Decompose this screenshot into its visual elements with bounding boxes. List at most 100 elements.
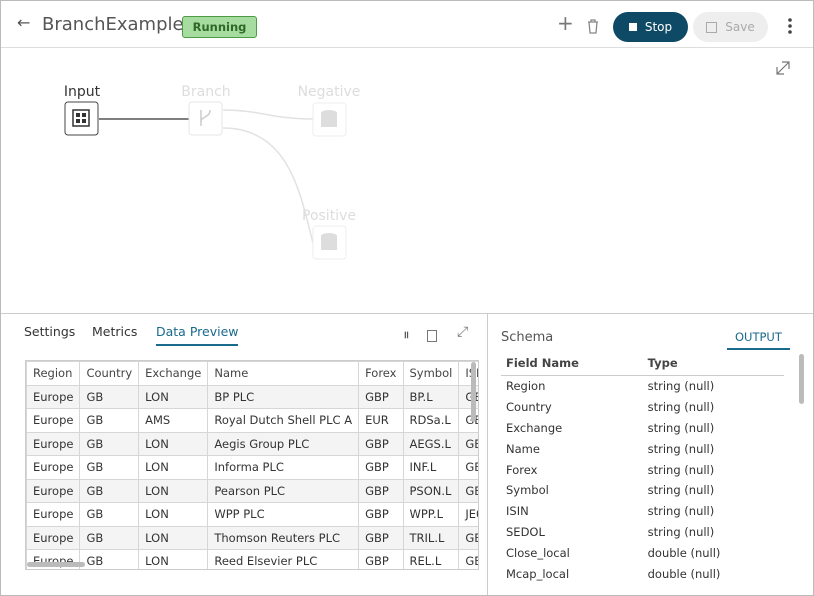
node-label: Branch (181, 84, 230, 100)
cell: LON (138, 502, 209, 527)
cell: REL.L (402, 549, 460, 569)
header-row: RegionCountryExchangeNameForexSymbolISIN (26, 361, 478, 386)
cell: string (null) (647, 524, 715, 539)
cell: PSON.L (402, 478, 460, 503)
cell: GBP (358, 525, 404, 550)
cell: Reed Elsevier PLC (207, 549, 360, 569)
table-row: Europe GB LON Thomson Reuters PLC GBP TRIL.L G… (26, 525, 478, 550)
cell: GB0 (458, 431, 478, 456)
expand-icon[interactable] (776, 61, 790, 75)
schema-table: Field Name Type Region string (null) Country… (501, 351, 784, 584)
positive-node[interactable] (312, 225, 347, 260)
data-table: RegionCountryExchangeNameForexSymbolISIN… (25, 360, 479, 570)
cell: Country (506, 400, 552, 415)
delete-button[interactable] (586, 18, 600, 34)
cell: LON (138, 549, 209, 569)
cell: GB (79, 525, 140, 550)
cell: SEDOL (506, 524, 545, 539)
table: Field Name Type Region string (null) Country… (501, 351, 784, 584)
menu-button[interactable] (787, 17, 793, 35)
cell: GB (79, 549, 140, 569)
cell: GB0 (458, 478, 478, 503)
cell: string (null) (647, 400, 715, 415)
cell: BP PLC (207, 384, 360, 409)
cell: Europe (26, 384, 81, 409)
node-label: Positive (302, 208, 356, 224)
cell: EUR (358, 408, 404, 433)
column-header: Type (642, 351, 784, 376)
cell: Europe (26, 455, 81, 480)
input-node[interactable] (64, 101, 99, 136)
cell: string (null) (647, 441, 715, 456)
header-row: Field Name Type (501, 351, 784, 376)
column-header: Exchange (138, 361, 209, 386)
scrollbar[interactable] (799, 354, 804, 404)
cell: string (null) (647, 483, 715, 498)
add-button[interactable]: + (557, 11, 574, 35)
stop-icon (628, 23, 637, 31)
back-button[interactable]: ← (17, 13, 31, 32)
copy-button[interactable] (427, 330, 437, 342)
schema-row: Region string (null) (501, 376, 784, 397)
cell: GBP (358, 455, 404, 480)
cell: string (null) (647, 504, 715, 519)
schema-row: Symbol string (null) (501, 480, 784, 501)
cell: GB (79, 431, 140, 456)
cell: GB (79, 478, 140, 503)
tab[interactable]: Metrics (92, 324, 138, 339)
cell: double (null) (647, 545, 721, 560)
edge (222, 127, 314, 244)
branch-node[interactable] (188, 101, 223, 136)
cell: Thomson Reuters PLC (207, 525, 360, 550)
cell: GB (79, 384, 140, 409)
tab[interactable]: Settings (24, 324, 76, 339)
cell: GB (79, 455, 140, 480)
pipeline-canvas: Input Branch Negative Positive (64, 61, 790, 260)
cell: WPP PLC (207, 502, 360, 527)
cell: Symbol (506, 483, 549, 498)
cell: WPP.L (402, 502, 460, 527)
scrollbar[interactable] (27, 562, 85, 567)
pause-button[interactable]: ॥ (403, 330, 409, 341)
expand-button[interactable]: ⤢ (457, 324, 469, 340)
edge (222, 109, 314, 120)
cell: double (null) (647, 566, 721, 581)
cell: string (null) (647, 420, 715, 435)
column-header: Name (207, 361, 360, 386)
cell: AEGS.L (402, 431, 460, 456)
cell: BP.L (402, 384, 460, 409)
schema-row: Exchange string (null) (501, 418, 784, 439)
cell: AMS (138, 408, 209, 433)
output-tab[interactable]: OUTPUT (727, 330, 790, 350)
tab-active[interactable]: Data Preview (156, 324, 239, 346)
table: RegionCountryExchangeNameForexSymbolISIN… (26, 361, 478, 569)
scrollbar[interactable] (471, 362, 476, 422)
table-body: Region string (null) Country string (null) E… (501, 376, 784, 584)
node-label: Input (64, 84, 101, 100)
cell: LON (138, 478, 209, 503)
cell: RDSa.L (402, 408, 460, 433)
negative-node[interactable] (312, 102, 347, 137)
cell: Informa PLC (207, 455, 360, 480)
cell: Pearson PLC (207, 478, 360, 503)
cell: Exchange (506, 420, 563, 435)
stop-button[interactable]: Stop (613, 12, 688, 42)
schema-row: SEDOL string (null) (501, 522, 784, 543)
column-header: Region (26, 361, 81, 386)
cell: LON (138, 431, 209, 456)
cell: ISIN (506, 504, 529, 519)
save-button[interactable]: Save (693, 12, 768, 42)
cell: LON (138, 455, 209, 480)
save-label: Save (725, 20, 755, 34)
cell: Europe (26, 525, 81, 550)
column-header: Forex (358, 361, 404, 386)
save-icon (706, 21, 718, 33)
cell: INF.L (402, 455, 460, 480)
status-badge: Running (182, 16, 257, 38)
node-label: Negative (298, 84, 361, 100)
schema-panel: Schema OUTPUT Field Name Type Region string… (488, 313, 813, 595)
